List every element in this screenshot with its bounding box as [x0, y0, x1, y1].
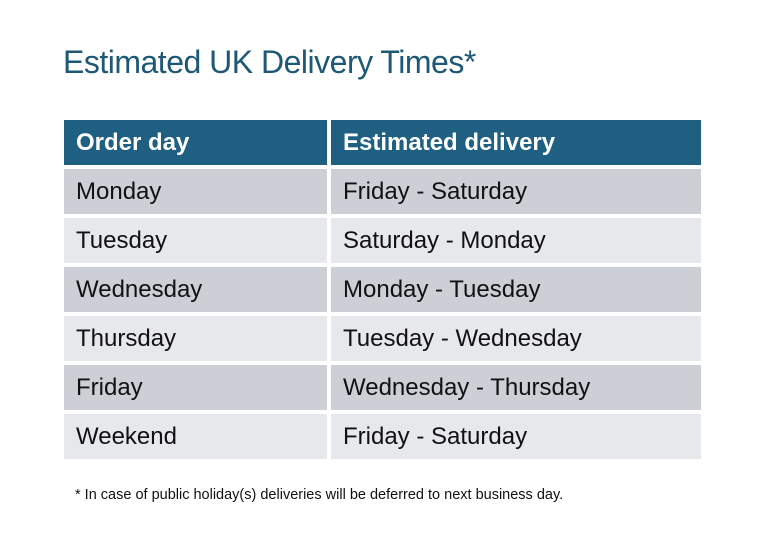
cell-delivery: Monday - Tuesday [331, 267, 701, 312]
cell-delivery: Friday - Saturday [331, 169, 701, 214]
header-estimated-delivery: Estimated delivery [331, 120, 701, 165]
page-title: Estimated UK Delivery Times* [63, 44, 476, 80]
cell-order-day: Thursday [64, 316, 327, 361]
cell-delivery: Saturday - Monday [331, 218, 701, 263]
cell-delivery: Wednesday - Thursday [331, 365, 701, 410]
cell-order-day: Weekend [64, 414, 327, 459]
cell-delivery: Tuesday - Wednesday [331, 316, 701, 361]
delivery-table: Order day Estimated delivery Monday Frid… [64, 120, 701, 459]
cell-delivery: Friday - Saturday [331, 414, 701, 459]
cell-order-day: Tuesday [64, 218, 327, 263]
footnote: * In case of public holiday(s) deliverie… [75, 487, 564, 503]
cell-order-day: Monday [64, 169, 327, 214]
cell-order-day: Wednesday [64, 267, 327, 312]
header-order-day: Order day [64, 120, 327, 165]
cell-order-day: Friday [64, 365, 327, 410]
